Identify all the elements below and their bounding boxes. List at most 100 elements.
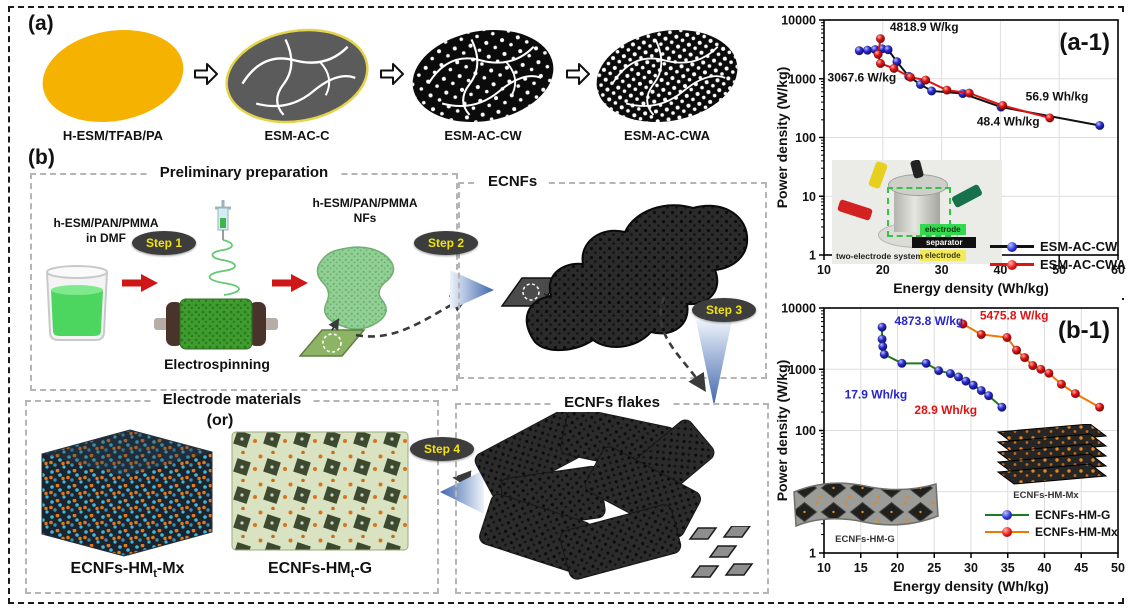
- electrospinning-drum-icon: [154, 298, 278, 350]
- legend-sample: [990, 259, 1034, 271]
- electrode-label-bottom: electrode: [920, 250, 966, 261]
- chart-title: (a-1): [1059, 29, 1110, 56]
- series-ESM-AC-CWA: [877, 38, 1051, 119]
- svg-text:40: 40: [993, 263, 1007, 277]
- legend-entry: ECNFs-HM-G: [985, 508, 1118, 522]
- chart-title: (b-1): [1058, 317, 1110, 344]
- ecnfs-flakes-pile: [474, 412, 715, 580]
- ragone-chart-b1: 101520253035404550110100100010000Energy …: [772, 300, 1126, 597]
- ecnfs-hm-mx-inset-label: ECNFs-HM-Mx: [1013, 490, 1079, 501]
- annotation: 48.4 Wh/kg: [977, 115, 1040, 129]
- data-point: [953, 372, 964, 382]
- svg-text:100: 100: [795, 424, 816, 438]
- box-title: Electrode materials: [152, 391, 312, 408]
- svg-text:Power density (W/kg): Power density (W/kg): [774, 360, 790, 502]
- data-point: [873, 49, 883, 59]
- svg-text:10000: 10000: [781, 14, 816, 28]
- data-point: [984, 391, 994, 401]
- data-point: [875, 58, 886, 69]
- data-point: [1020, 352, 1030, 363]
- svg-text:25: 25: [927, 561, 941, 575]
- ellipse-caption: ESM-AC-CWA: [624, 128, 710, 143]
- data-point: [1045, 113, 1055, 123]
- ragone-chart-a1: 10 20 30 40 50 60 1 10 100 1000 10000 Energy densit…: [772, 12, 1126, 298]
- annotation: 4873.8 W/kg: [895, 314, 964, 328]
- data-point: [1095, 120, 1105, 131]
- ecnfs-box: ECNFs: [458, 173, 767, 379]
- step-4-badge: Step 4: [410, 437, 474, 461]
- ecnfs-mat-icon: [525, 204, 749, 352]
- data-point: [862, 45, 873, 55]
- data-point: [1044, 368, 1054, 378]
- nanofiber-mat-icon: [316, 246, 395, 330]
- ecnfs-hm-g-inset: [793, 482, 939, 528]
- annotation: 17.9 Wh/kg: [845, 388, 908, 402]
- svg-text:15: 15: [854, 561, 868, 575]
- svg-text:40: 40: [1038, 561, 1052, 575]
- block-arrow-icon: [380, 63, 404, 85]
- annotation: 56.9 Wh/kg: [1026, 89, 1089, 103]
- data-point: [889, 63, 899, 74]
- esm-ac-cw-ellipse: [412, 30, 554, 122]
- ellipse-caption: ESM-AC-CW: [444, 128, 522, 143]
- ecnfs-hm-mx-inset: [996, 424, 1108, 485]
- svg-text:35: 35: [1001, 561, 1015, 575]
- svg-text:50: 50: [1111, 561, 1125, 575]
- or-label: (or): [206, 412, 234, 429]
- red-arrow-icon: [122, 274, 158, 292]
- svg-text:30: 30: [964, 561, 978, 575]
- svg-text:10: 10: [817, 561, 831, 575]
- data-point: [934, 366, 944, 376]
- data-point: [961, 376, 971, 386]
- legend-a1: ESM-AC-CW ESM-AC-CWA: [990, 239, 1126, 272]
- ecnfs-hm-g-label: ECNFs-HMt-G: [267, 560, 373, 581]
- svg-text:10: 10: [802, 190, 816, 204]
- legend-entry: ESM-AC-CWA: [990, 257, 1126, 272]
- electrospinning-label: Electrospinning: [164, 356, 270, 372]
- esm-ac-c-ellipse: [225, 28, 369, 124]
- svg-text:Power density (W/kg): Power density (W/kg): [774, 67, 790, 209]
- svg-text:10000: 10000: [781, 302, 816, 316]
- svg-text:1000: 1000: [788, 72, 816, 86]
- svg-text:60: 60: [1111, 263, 1125, 277]
- svg-text:20: 20: [876, 263, 890, 277]
- annotation: 5475.8 W/kg: [980, 308, 1049, 322]
- data-point: [968, 380, 978, 390]
- legend-entry: ECNFs-HM-Mx: [985, 525, 1118, 539]
- box-title: ECNFs: [478, 173, 548, 190]
- blue-right-arrow-icon: [450, 270, 494, 310]
- svg-text:10: 10: [817, 263, 831, 277]
- data-point: [998, 100, 1008, 111]
- h-esm-tfab-pa-ellipse: [42, 30, 184, 122]
- green-clip-icon: [950, 183, 984, 209]
- svg-text:100: 100: [795, 131, 816, 145]
- data-point: [1070, 389, 1080, 399]
- data-point: [976, 329, 986, 340]
- blue-left-arrow-icon: [440, 470, 484, 514]
- block-arrow-icon: [566, 63, 590, 85]
- syringe-icon: [208, 200, 240, 296]
- legend-sample: [985, 526, 1029, 538]
- annotation: 28.9 Wh/kg: [914, 403, 977, 417]
- ecnfs-hm-mx-label: ECNFs-HMt-Mx: [70, 560, 185, 581]
- data-point: [854, 46, 864, 56]
- ecnfs-hm-g-inset-label: ECNFs-HM-G: [835, 534, 895, 545]
- beaker-icon: [46, 265, 108, 341]
- data-point: [958, 319, 968, 329]
- data-point: [905, 72, 916, 82]
- legend-sample: [985, 509, 1029, 521]
- panel-b-tag: (b): [28, 146, 55, 169]
- svg-text:20: 20: [891, 561, 905, 575]
- data-point: [1002, 332, 1012, 343]
- electrode-label-top: electrode: [920, 224, 966, 235]
- data-point: [883, 45, 893, 55]
- data-point: [945, 368, 956, 379]
- legend-sample: [990, 241, 1034, 253]
- separator-label: separator: [912, 237, 977, 248]
- ecnfs-flakes-box: ECNFs flakes: [455, 394, 769, 594]
- ellipse-caption: ESM-AC-C: [264, 128, 330, 143]
- data-point: [921, 75, 931, 85]
- panel-a-tag: (a): [28, 12, 54, 35]
- data-point: [879, 349, 889, 359]
